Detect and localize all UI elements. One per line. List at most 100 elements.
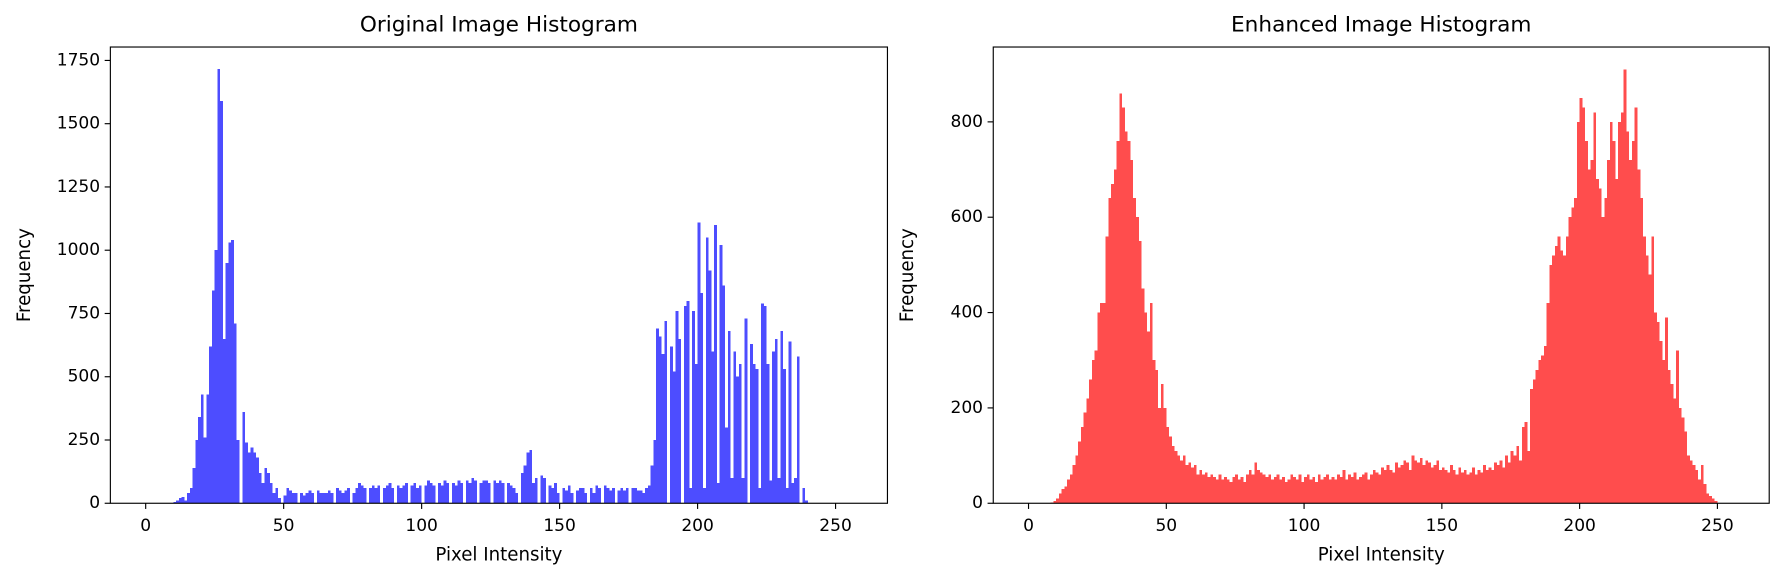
histogram-bar xyxy=(589,488,593,504)
histogram-bar xyxy=(1097,312,1101,504)
histogram-bar xyxy=(802,488,806,504)
histogram-bar xyxy=(465,480,469,504)
histogram-bar xyxy=(1353,472,1357,504)
histogram-bar xyxy=(708,270,712,504)
histogram-bar xyxy=(1243,481,1247,504)
histogram-bar xyxy=(551,488,555,504)
histogram-bar xyxy=(1334,479,1338,504)
histogram-bar xyxy=(1491,469,1495,504)
histogram-bar xyxy=(1271,479,1274,504)
histogram-bar xyxy=(198,417,201,504)
histogram-bar xyxy=(228,242,232,504)
histogram-bar xyxy=(487,483,491,504)
y-tick-label: 250 xyxy=(68,430,101,450)
histogram-bar xyxy=(772,351,775,504)
x-tick-label: 50 xyxy=(1155,516,1177,536)
histogram-bar xyxy=(206,394,210,504)
histogram-bar xyxy=(697,222,701,504)
histogram-bar xyxy=(1552,255,1555,504)
histogram-bar xyxy=(1130,160,1134,504)
histogram-bar xyxy=(1510,450,1514,504)
histogram-bar xyxy=(391,488,395,504)
histogram-bar xyxy=(1524,422,1528,504)
histogram-bar xyxy=(763,305,767,504)
histogram-bar xyxy=(1563,255,1566,504)
histogram-bar xyxy=(1086,398,1090,504)
histogram-bar xyxy=(474,480,477,504)
histogram-bar xyxy=(440,485,444,504)
histogram-bar xyxy=(1513,455,1517,504)
histogram-bar xyxy=(515,493,519,504)
histogram-bar xyxy=(1494,462,1497,504)
histogram-bar xyxy=(1089,379,1092,504)
histogram-bar xyxy=(1408,469,1412,504)
histogram-bar xyxy=(548,485,552,504)
histogram-bar xyxy=(424,485,428,504)
histogram-bar xyxy=(1469,472,1473,504)
histogram-bar xyxy=(1138,241,1142,504)
histogram-bar xyxy=(1554,245,1558,504)
histogram-bar xyxy=(1389,469,1393,504)
y-tick-label: 600 xyxy=(950,207,983,227)
histogram-bar xyxy=(1474,474,1478,504)
histogram-bar xyxy=(578,488,582,504)
histogram-bar xyxy=(1188,462,1192,504)
histogram-bar xyxy=(1637,169,1641,504)
histogram-bar xyxy=(1069,474,1073,504)
axes-frame xyxy=(992,46,1770,504)
histogram-bar xyxy=(336,488,339,504)
histogram-bar xyxy=(1163,407,1167,504)
histogram-bar xyxy=(617,490,621,504)
histogram-bar xyxy=(703,488,706,504)
histogram-bar xyxy=(1309,479,1313,504)
histogram-bar xyxy=(1665,317,1668,504)
histogram-bar xyxy=(1541,355,1544,504)
y-tick-label: 1000 xyxy=(57,240,100,260)
histogram-bar xyxy=(358,483,361,504)
histogram-bar xyxy=(272,493,276,504)
histogram-bar xyxy=(686,300,690,504)
histogram-bar xyxy=(305,493,309,504)
histogram-bar xyxy=(1645,255,1649,504)
histogram-bar xyxy=(1364,472,1368,504)
histogram-bar xyxy=(344,490,348,504)
histogram-bar xyxy=(642,493,646,504)
histogram-bar xyxy=(1282,477,1285,504)
histogram-bar xyxy=(1080,426,1084,504)
histogram-bar xyxy=(460,483,464,504)
histogram-bar xyxy=(189,488,193,504)
histogram-bar xyxy=(1240,477,1244,504)
histogram-bar xyxy=(482,480,486,504)
histogram-bar xyxy=(275,488,279,504)
histogram-bar xyxy=(468,483,472,504)
histogram-bar xyxy=(385,485,389,504)
histogram-bar xyxy=(1386,465,1390,504)
histogram-bar xyxy=(1406,462,1409,504)
histogram-bar xyxy=(1587,169,1591,504)
histogram-bar xyxy=(1259,472,1263,504)
histogram-bar xyxy=(311,493,315,504)
histogram-bar xyxy=(1287,479,1291,504)
histogram-bar xyxy=(432,485,436,504)
histogram-bar xyxy=(1538,360,1542,504)
histogram-bar xyxy=(1284,481,1288,504)
histogram-bar xyxy=(225,262,229,504)
histogram-bar xyxy=(1560,250,1564,504)
histogram-bar xyxy=(1293,477,1296,504)
histogram-bar xyxy=(1317,474,1321,504)
histogram-bar xyxy=(1169,436,1172,504)
histogram-bar xyxy=(1119,93,1123,504)
histogram-bar xyxy=(1557,236,1561,504)
histogram-bar xyxy=(220,100,223,504)
histogram-bar xyxy=(1331,477,1335,504)
histogram-bar xyxy=(485,480,488,504)
x-tick-label: 100 xyxy=(1288,516,1321,536)
histogram-bar xyxy=(1452,469,1456,504)
histogram-bar xyxy=(769,480,773,504)
histogram-bar xyxy=(1367,479,1371,504)
histogram-bar xyxy=(247,452,251,504)
histogram-bar xyxy=(1461,472,1464,504)
histogram-bar xyxy=(1397,467,1401,504)
histogram-bar xyxy=(211,290,215,504)
histogram-bar xyxy=(1709,496,1712,504)
